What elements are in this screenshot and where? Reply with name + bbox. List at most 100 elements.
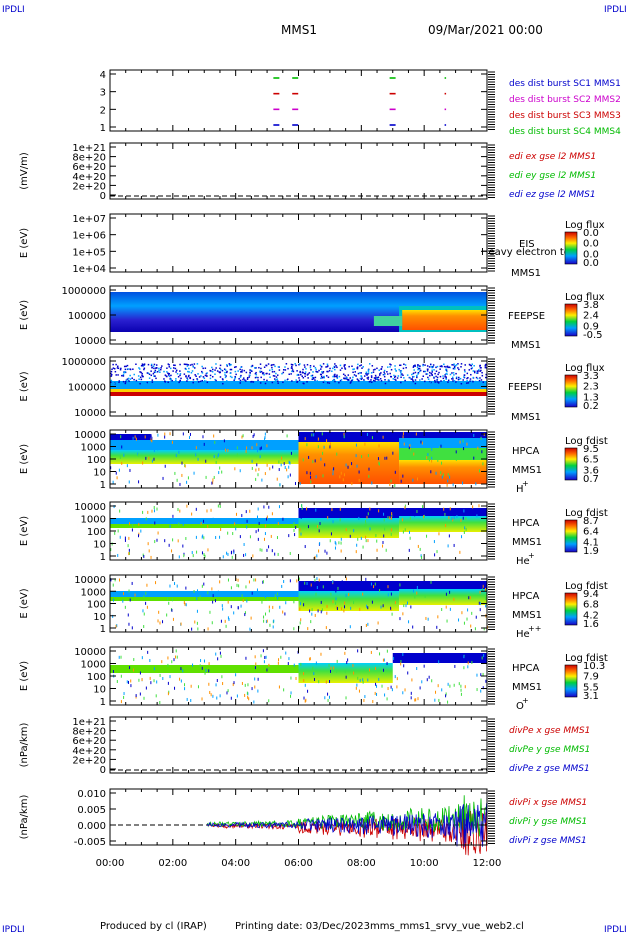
spectrogram-pixel — [158, 610, 160, 614]
spectrogram-pixel — [278, 505, 280, 509]
spectrogram-pixel — [349, 382, 352, 384]
spectrogram-pixel — [263, 378, 265, 381]
spectrogram-pixel — [265, 364, 267, 367]
spectrogram-pixel — [239, 368, 241, 371]
spectrogram-pixel — [403, 363, 405, 365]
spectrogram-pixel — [346, 378, 349, 381]
spectrogram-pixel — [368, 363, 371, 365]
spectrogram-pixel — [336, 659, 338, 663]
spectrogram-pixel — [182, 432, 184, 436]
spectrogram-pixel — [188, 367, 190, 370]
spectrogram-pixel — [186, 365, 189, 367]
spectrogram-pixel — [383, 534, 385, 538]
spectrogram-pixel — [338, 541, 340, 545]
spectrogram-band — [298, 581, 487, 591]
spectrogram-pixel — [242, 378, 244, 381]
spectrogram-pixel — [426, 373, 429, 375]
spectrogram-pixel — [265, 612, 267, 616]
spectrogram-pixel — [328, 695, 330, 699]
spectrogram-pixel — [281, 456, 283, 460]
spectrogram-pixel — [315, 508, 317, 512]
spectrogram-pixel — [426, 456, 428, 460]
spectrogram-pixel — [231, 555, 233, 559]
spectrogram-pixel — [413, 369, 415, 371]
spectrogram-pixel — [431, 374, 433, 377]
spectrogram-pixel — [394, 483, 396, 487]
spectrogram-pixel — [139, 692, 141, 696]
spectrogram-pixel — [215, 367, 217, 369]
spectrogram-pixel — [368, 467, 370, 471]
spectrogram-pixel — [227, 382, 230, 385]
spectrogram-pixel — [367, 376, 370, 379]
y-axis-label: (nPa/km) — [19, 723, 30, 768]
spectrogram-pixel — [438, 584, 440, 588]
spectrogram-pixel — [152, 373, 155, 375]
mission-title: MMS1 — [281, 23, 317, 37]
spectrogram-pixel — [483, 654, 485, 658]
spectrogram-pixel — [266, 668, 268, 672]
spectrogram-pixel — [349, 464, 351, 468]
spectrogram-pixel — [194, 374, 196, 376]
spectrogram-pixel — [330, 592, 332, 596]
spectrogram-band — [110, 518, 299, 524]
spectrogram-pixel — [313, 382, 316, 384]
spectrogram-pixel — [414, 698, 416, 702]
spectrogram-pixel — [288, 460, 290, 464]
spectrogram-pixel — [355, 375, 357, 377]
spectrogram-pixel — [335, 597, 337, 601]
spectrogram-pixel — [383, 518, 385, 522]
spectrogram-pixel — [426, 365, 429, 367]
spectrogram-pixel — [245, 371, 248, 374]
spectrogram-pixel — [485, 373, 487, 376]
spectrogram-pixel — [404, 504, 406, 508]
spectrogram-pixel — [332, 600, 334, 604]
spacecraft-label: MMS1 — [511, 340, 541, 351]
spectrogram-pixel — [447, 473, 449, 477]
y-tick-label: 8e+20 — [72, 153, 106, 164]
spectrogram-pixel — [404, 688, 406, 692]
spectrogram-pixel — [299, 607, 301, 611]
spectrogram-pixel — [201, 372, 204, 374]
spectrogram-pixel — [470, 373, 472, 376]
spectrogram-pixel — [128, 480, 130, 484]
spectrogram-pixel — [251, 466, 253, 470]
spectrogram-pixel — [294, 481, 296, 485]
spectrogram-pixel — [471, 660, 473, 664]
spectrogram-pixel — [216, 370, 219, 372]
spectrogram-pixel — [292, 370, 295, 373]
spectrogram-pixel — [123, 695, 125, 699]
spectrogram-pixel — [327, 698, 329, 702]
spectrogram-pixel — [335, 375, 338, 378]
spectrogram-pixel — [291, 365, 293, 368]
spectrogram-pixel — [260, 370, 263, 373]
spectrogram-pixel — [458, 618, 460, 622]
spectrogram-pixel — [386, 366, 389, 368]
spectrogram-pixel — [263, 366, 266, 368]
spectrogram-pixel — [421, 680, 423, 684]
spectrogram-pixel — [430, 470, 432, 474]
spectrogram-pixel — [175, 371, 177, 373]
spectrogram-pixel — [321, 377, 324, 379]
spectrogram-pixel — [150, 364, 153, 367]
spectrogram-pixel — [396, 677, 398, 681]
spectrogram-pixel — [429, 363, 432, 366]
spectrogram-pixel — [449, 366, 451, 369]
spectrogram-pixel — [293, 663, 295, 667]
spectrogram-pixel — [396, 685, 398, 689]
spectrogram-pixel — [272, 605, 274, 609]
spectrogram-pixel — [304, 683, 306, 687]
spectrogram-pixel — [193, 363, 196, 365]
spectrogram-pixel — [481, 371, 483, 374]
spectrogram-pixel — [115, 382, 117, 384]
spectrogram-pixel — [212, 368, 214, 371]
spectrogram-pixel — [300, 515, 302, 519]
spectrogram-pixel — [319, 542, 321, 546]
spectrogram-pixel — [452, 372, 455, 374]
spectrogram-pixel — [123, 365, 126, 368]
spectrogram-pixel — [469, 596, 471, 600]
spectrogram-pixel — [335, 601, 337, 605]
spectrogram-pixel — [212, 694, 214, 698]
spectrogram-pixel — [311, 378, 314, 381]
spectrogram-pixel — [139, 671, 141, 675]
